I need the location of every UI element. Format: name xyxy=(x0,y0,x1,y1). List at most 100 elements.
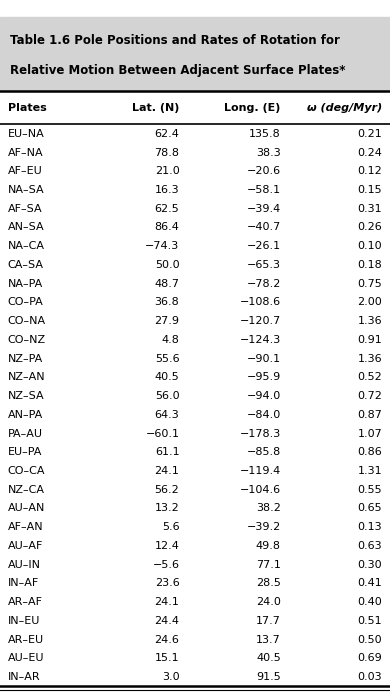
Text: 36.8: 36.8 xyxy=(155,297,179,308)
Text: NA–CA: NA–CA xyxy=(8,241,45,251)
Text: CO–NA: CO–NA xyxy=(8,316,46,326)
Text: 0.03: 0.03 xyxy=(358,672,382,682)
Text: NZ–CA: NZ–CA xyxy=(8,484,45,495)
Text: 40.5: 40.5 xyxy=(155,373,179,382)
Text: AU–EU: AU–EU xyxy=(8,654,44,663)
Text: 55.6: 55.6 xyxy=(155,354,179,363)
Text: CO–NZ: CO–NZ xyxy=(8,335,46,345)
Text: 86.4: 86.4 xyxy=(154,222,179,233)
Text: 1.07: 1.07 xyxy=(358,428,382,438)
Text: 0.91: 0.91 xyxy=(358,335,382,345)
Text: −40.7: −40.7 xyxy=(246,222,281,233)
Text: 0.10: 0.10 xyxy=(358,241,382,251)
Text: Table 1.6 Pole Positions and Rates of Rotation for: Table 1.6 Pole Positions and Rates of Ro… xyxy=(10,34,340,48)
Text: Long. (E): Long. (E) xyxy=(224,103,281,113)
Text: 2.00: 2.00 xyxy=(358,297,382,308)
Text: 24.6: 24.6 xyxy=(154,635,179,644)
Text: 56.2: 56.2 xyxy=(155,484,179,495)
Text: AF–NA: AF–NA xyxy=(8,147,43,157)
Text: −26.1: −26.1 xyxy=(247,241,281,251)
Text: 0.65: 0.65 xyxy=(358,503,382,514)
Text: 13.7: 13.7 xyxy=(256,635,281,644)
Text: EU–PA: EU–PA xyxy=(8,447,42,457)
Text: 49.8: 49.8 xyxy=(256,541,281,551)
Text: 78.8: 78.8 xyxy=(154,147,179,157)
Text: CO–PA: CO–PA xyxy=(8,297,44,308)
Text: 0.52: 0.52 xyxy=(358,373,382,382)
Text: 0.26: 0.26 xyxy=(358,222,382,233)
Text: 23.6: 23.6 xyxy=(155,578,179,589)
Text: 27.9: 27.9 xyxy=(154,316,179,326)
Text: −178.3: −178.3 xyxy=(239,428,281,438)
Text: −65.3: −65.3 xyxy=(247,260,281,270)
Text: −94.0: −94.0 xyxy=(246,391,281,401)
Text: 13.2: 13.2 xyxy=(155,503,179,514)
Text: −58.1: −58.1 xyxy=(247,185,281,195)
Text: 0.50: 0.50 xyxy=(358,635,382,644)
Text: AN–PA: AN–PA xyxy=(8,410,43,420)
Text: 0.15: 0.15 xyxy=(358,185,382,195)
Text: 3.0: 3.0 xyxy=(162,672,179,682)
Text: Plates: Plates xyxy=(8,103,46,113)
Text: 17.7: 17.7 xyxy=(256,616,281,626)
Text: IN–EU: IN–EU xyxy=(8,616,40,626)
Text: 0.69: 0.69 xyxy=(358,654,382,663)
Text: NZ–SA: NZ–SA xyxy=(8,391,44,401)
Text: AU–IN: AU–IN xyxy=(8,560,41,570)
Text: −20.6: −20.6 xyxy=(247,166,281,176)
Text: −60.1: −60.1 xyxy=(145,428,179,438)
Text: −119.4: −119.4 xyxy=(239,466,281,476)
Text: 24.4: 24.4 xyxy=(154,616,179,626)
Text: −95.9: −95.9 xyxy=(246,373,281,382)
Text: 1.31: 1.31 xyxy=(358,466,382,476)
Text: 62.4: 62.4 xyxy=(154,129,179,139)
Text: AU–AF: AU–AF xyxy=(8,541,43,551)
Text: 56.0: 56.0 xyxy=(155,391,179,401)
Text: −74.3: −74.3 xyxy=(145,241,179,251)
Text: NZ–AN: NZ–AN xyxy=(8,373,45,382)
Text: CA–SA: CA–SA xyxy=(8,260,44,270)
Text: 0.12: 0.12 xyxy=(358,166,382,176)
Text: 0.72: 0.72 xyxy=(357,391,382,401)
Text: 0.63: 0.63 xyxy=(358,541,382,551)
Text: CO–CA: CO–CA xyxy=(8,466,45,476)
Text: IN–AR: IN–AR xyxy=(8,672,41,682)
Text: 0.30: 0.30 xyxy=(358,560,382,570)
Text: 0.55: 0.55 xyxy=(358,484,382,495)
Text: 61.1: 61.1 xyxy=(155,447,179,457)
Text: −124.3: −124.3 xyxy=(239,335,281,345)
Text: 64.3: 64.3 xyxy=(155,410,179,420)
Text: 4.8: 4.8 xyxy=(161,335,179,345)
Text: AN–SA: AN–SA xyxy=(8,222,44,233)
Text: Lat. (N): Lat. (N) xyxy=(132,103,179,113)
Text: 0.87: 0.87 xyxy=(357,410,382,420)
Text: 0.51: 0.51 xyxy=(358,616,382,626)
Text: 24.1: 24.1 xyxy=(154,466,179,476)
Text: −108.6: −108.6 xyxy=(240,297,281,308)
Text: NA–SA: NA–SA xyxy=(8,185,44,195)
Text: −39.4: −39.4 xyxy=(246,203,281,214)
Text: 0.21: 0.21 xyxy=(358,129,382,139)
Text: 0.31: 0.31 xyxy=(358,203,382,214)
Text: 24.0: 24.0 xyxy=(256,597,281,607)
Text: EU–NA: EU–NA xyxy=(8,129,44,139)
Text: AU–AN: AU–AN xyxy=(8,503,45,514)
Text: 0.75: 0.75 xyxy=(358,279,382,289)
Text: −104.6: −104.6 xyxy=(240,484,281,495)
Text: AR–AF: AR–AF xyxy=(8,597,43,607)
Text: 50.0: 50.0 xyxy=(155,260,179,270)
Text: 21.0: 21.0 xyxy=(155,166,179,176)
Text: NA–PA: NA–PA xyxy=(8,279,43,289)
Text: PA–AU: PA–AU xyxy=(8,428,43,438)
Text: 0.40: 0.40 xyxy=(358,597,382,607)
Text: AF–EU: AF–EU xyxy=(8,166,43,176)
Text: Relative Motion Between Adjacent Surface Plates*: Relative Motion Between Adjacent Surface… xyxy=(10,64,345,77)
Text: 38.3: 38.3 xyxy=(256,147,281,157)
Text: −84.0: −84.0 xyxy=(246,410,281,420)
Text: −90.1: −90.1 xyxy=(247,354,281,363)
Text: AF–SA: AF–SA xyxy=(8,203,43,214)
Text: 0.13: 0.13 xyxy=(358,522,382,532)
Text: 62.5: 62.5 xyxy=(155,203,179,214)
Text: 12.4: 12.4 xyxy=(154,541,179,551)
Text: 135.8: 135.8 xyxy=(249,129,281,139)
